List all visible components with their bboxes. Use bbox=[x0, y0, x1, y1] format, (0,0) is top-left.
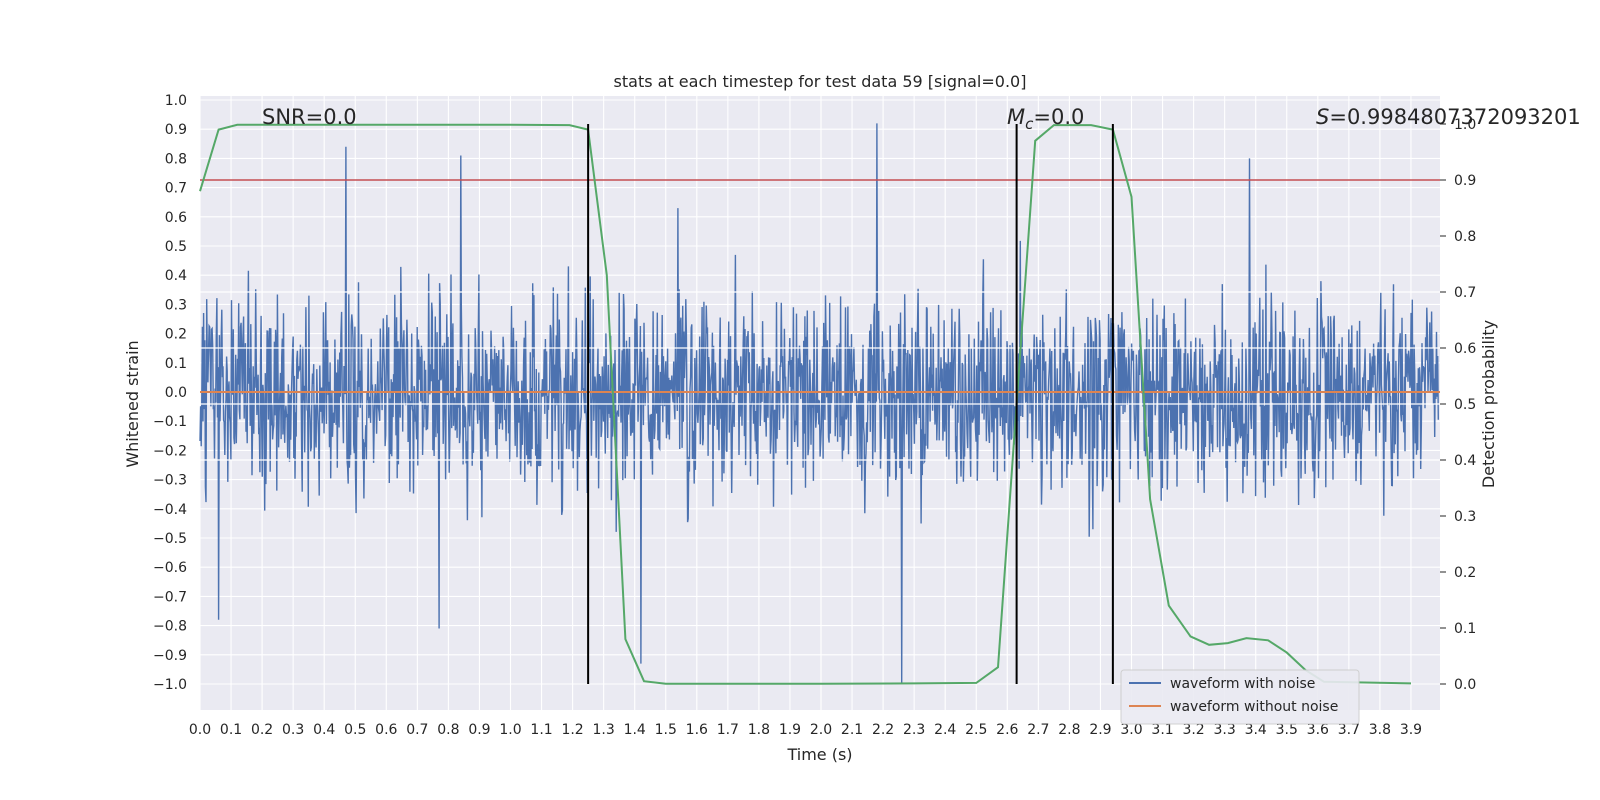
y-axis-label: Whitened strain bbox=[123, 340, 142, 467]
y2-tick-label: 0.5 bbox=[1454, 397, 1476, 413]
y2-tick-label: 0.1 bbox=[1454, 621, 1476, 637]
x-tick-label: 1.7 bbox=[717, 722, 739, 738]
legend-label-noise: waveform with noise bbox=[1170, 676, 1315, 692]
x-tick-label: 3.4 bbox=[1245, 722, 1267, 738]
x-tick-label: 2.8 bbox=[1058, 722, 1080, 738]
y2-tick-label: 0.9 bbox=[1454, 173, 1476, 189]
x-tick-label: 2.7 bbox=[1027, 722, 1049, 738]
x-tick-label: 0.6 bbox=[375, 722, 397, 738]
x-tick-label: 1.4 bbox=[624, 722, 646, 738]
x-tick-label: 1.0 bbox=[499, 722, 521, 738]
x-tick-label: 3.1 bbox=[1151, 722, 1173, 738]
y-tick-label: −1.0 bbox=[153, 677, 187, 693]
x-tick-label: 2.5 bbox=[965, 722, 987, 738]
x-tick-label: 2.2 bbox=[872, 722, 894, 738]
x-tick-label: 0.7 bbox=[406, 722, 428, 738]
mc-subscript: c bbox=[1025, 115, 1034, 133]
y-tick-label: 0.5 bbox=[165, 239, 187, 255]
y-tick-label: 0.7 bbox=[165, 181, 187, 197]
x-tick-label: 0.1 bbox=[220, 722, 242, 738]
y2-tick-label: 1.0 bbox=[1454, 117, 1476, 133]
x-tick-label: 2.1 bbox=[841, 722, 863, 738]
x-tick-label: 2.4 bbox=[934, 722, 956, 738]
y-tick-label: −0.4 bbox=[153, 502, 187, 518]
y-tick-label: 0.8 bbox=[165, 151, 187, 167]
y-tick-label: −0.1 bbox=[153, 414, 187, 430]
x-tick-labels: 0.0 0.1 0.2 0.3 0.4 0.5 0.6 0.7 0.8 0.9 1.0 1.1 1.2 1… bbox=[189, 722, 1422, 738]
x-tick-label: 2.3 bbox=[903, 722, 925, 738]
x-tick-label: 1.9 bbox=[779, 722, 801, 738]
x-tick-label: 2.0 bbox=[810, 722, 832, 738]
y2-tick-label: 0.6 bbox=[1454, 341, 1476, 357]
y2-tick-label: 0.4 bbox=[1454, 453, 1476, 469]
x-tick-label: 3.0 bbox=[1120, 722, 1142, 738]
x-tick-label: 0.0 bbox=[189, 722, 211, 738]
y-tick-labels: 1.0 0.9 0.8 0.7 0.6 0.5 0.4 0.3 0.2 0.1 0.0 −0.1 −0.… bbox=[153, 93, 187, 693]
y-tick-label: 0.1 bbox=[165, 356, 187, 372]
y2-tick-label: 0.3 bbox=[1454, 509, 1476, 525]
y-tick-label: 0.3 bbox=[165, 297, 187, 313]
series-waveform-with-noise bbox=[199, 123, 1439, 685]
x-tick-label: 2.9 bbox=[1089, 722, 1111, 738]
y-tick-label: 0.0 bbox=[165, 385, 187, 401]
y-tick-label: −0.6 bbox=[153, 560, 187, 576]
y-tick-label: −0.7 bbox=[153, 589, 187, 605]
s-annotation: S=0.9984807372093201 bbox=[1316, 105, 1581, 129]
y2-axis-label: Detection probability bbox=[1479, 320, 1498, 488]
series-detection-probability bbox=[199, 123, 1412, 685]
x-tick-label: 0.3 bbox=[282, 722, 304, 738]
x-tick-label: 0.5 bbox=[344, 722, 366, 738]
y-tick-label: −0.9 bbox=[153, 648, 187, 664]
x-tick-label: 2.6 bbox=[996, 722, 1018, 738]
y2-tick-label: 0.0 bbox=[1454, 677, 1476, 693]
x-tick-label: 3.2 bbox=[1182, 722, 1204, 738]
x-tick-label: 1.6 bbox=[686, 722, 708, 738]
noise-series-group bbox=[199, 123, 1439, 685]
x-tick-label: 0.2 bbox=[251, 722, 273, 738]
x-tick-label: 0.4 bbox=[313, 722, 335, 738]
y2-tick-label: 0.8 bbox=[1454, 229, 1476, 245]
y2-tick-label: 0.7 bbox=[1454, 285, 1476, 301]
x-tick-label: 3.5 bbox=[1276, 722, 1298, 738]
y2-tick-labels: 1.0 0.9 0.8 0.7 0.6 0.5 0.4 0.3 0.2 0.1 0.0 bbox=[1440, 117, 1476, 693]
x-tick-label: 3.8 bbox=[1369, 722, 1391, 738]
x-tick-label: 1.3 bbox=[593, 722, 615, 738]
x-tick-label: 0.8 bbox=[437, 722, 459, 738]
y-tick-label: 0.9 bbox=[165, 122, 187, 138]
legend-box bbox=[1120, 669, 1360, 725]
mc-annotation: Mc=0.0 bbox=[1007, 105, 1084, 133]
legend: waveform with noise waveform without noi… bbox=[1120, 669, 1360, 725]
y-tick-label: −0.2 bbox=[153, 443, 187, 459]
x-tick-label: 1.1 bbox=[530, 722, 552, 738]
mc-value: =0.0 bbox=[1033, 105, 1084, 129]
y-tick-label: 0.4 bbox=[165, 268, 187, 284]
legend-label-clean: waveform without noise bbox=[1170, 699, 1338, 715]
x-tick-label: 1.8 bbox=[748, 722, 770, 738]
x-tick-label: 3.6 bbox=[1307, 722, 1329, 738]
x-tick-label: 3.9 bbox=[1400, 722, 1422, 738]
mc-symbol: M bbox=[1007, 105, 1025, 129]
overlay-group bbox=[199, 123, 1440, 685]
x-tick-label: 1.2 bbox=[561, 722, 583, 738]
y-tick-label: −0.5 bbox=[153, 531, 187, 547]
y-tick-label: 0.6 bbox=[165, 210, 187, 226]
y-tick-label: 1.0 bbox=[165, 93, 187, 109]
x-tick-label: 3.7 bbox=[1338, 722, 1360, 738]
snr-annotation: SNR=0.0 bbox=[262, 105, 357, 129]
y2-tick-label: 0.2 bbox=[1454, 565, 1476, 581]
y-tick-label: −0.3 bbox=[153, 473, 187, 489]
x-tick-label: 0.9 bbox=[468, 722, 490, 738]
y-tick-label: 0.2 bbox=[165, 327, 187, 343]
chart-title: stats at each timestep for test data 59 … bbox=[614, 72, 1027, 91]
x-tick-label: 3.3 bbox=[1214, 722, 1236, 738]
x-axis-label: Time (s) bbox=[786, 745, 852, 764]
s-value: =0.9984807372093201 bbox=[1329, 105, 1580, 129]
x-tick-label: 1.5 bbox=[655, 722, 677, 738]
y-tick-label: −0.8 bbox=[153, 619, 187, 635]
s-symbol: S bbox=[1316, 105, 1329, 129]
